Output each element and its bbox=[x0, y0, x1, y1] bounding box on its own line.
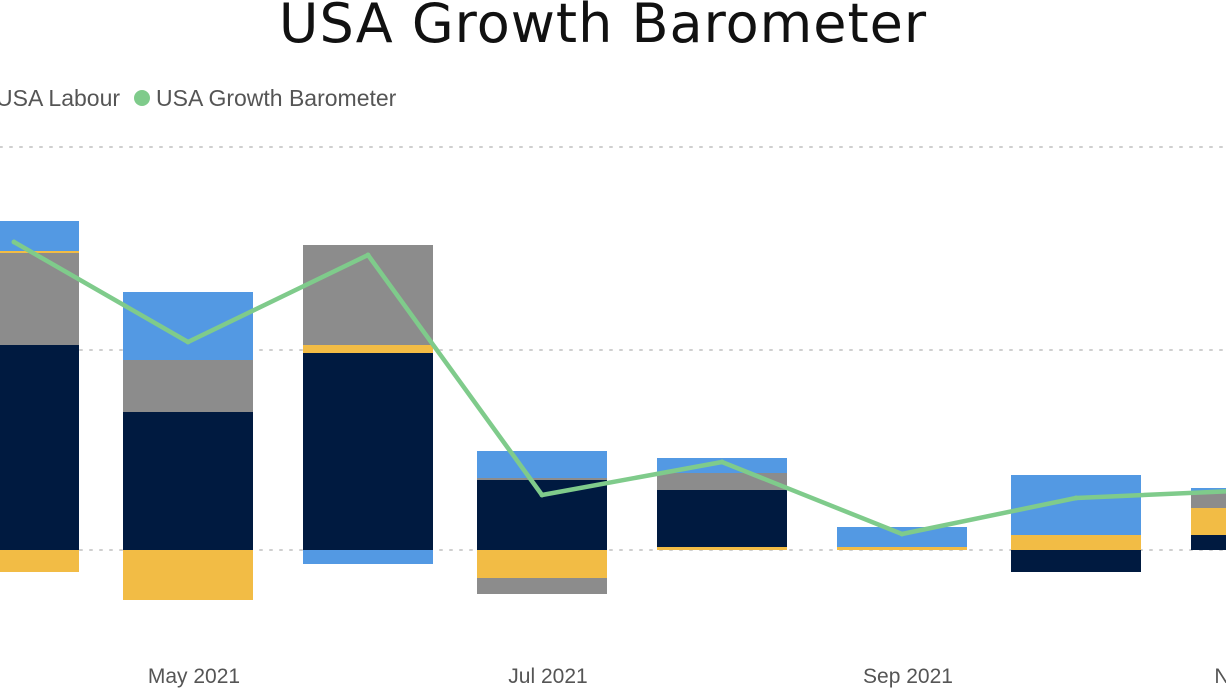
bar-segment-blue[interactable] bbox=[477, 451, 607, 478]
bar-segment-blue[interactable] bbox=[1011, 475, 1141, 535]
legend-marker-growth-barometer bbox=[134, 90, 151, 106]
bar-stack[interactable] bbox=[0, 221, 79, 572]
bar-segment-yellow[interactable] bbox=[303, 345, 433, 353]
bar-segment-yellow[interactable] bbox=[477, 550, 607, 578]
bar-segment-navy[interactable] bbox=[657, 490, 787, 547]
bar-segment-yellow[interactable] bbox=[837, 547, 967, 550]
line-point[interactable] bbox=[719, 459, 725, 465]
bar-segment-yellow[interactable] bbox=[0, 550, 79, 572]
bar-segment-yellow[interactable] bbox=[1191, 508, 1226, 535]
legend: USA Labour USA Growth Barometer bbox=[0, 84, 410, 112]
x-axis-ticks: May 2021 Jul 2021 Sep 2021 N bbox=[148, 665, 1226, 688]
bar-segment-navy[interactable] bbox=[1191, 535, 1226, 550]
bar-segment-blue[interactable] bbox=[837, 527, 967, 547]
bar-segment-navy[interactable] bbox=[123, 412, 253, 550]
bar-segment-gray[interactable] bbox=[123, 360, 253, 412]
legend-label-labour: USA Labour bbox=[0, 84, 121, 111]
bar-stack[interactable] bbox=[303, 245, 433, 564]
chart-title: USA Growth Barometer bbox=[278, 0, 928, 55]
bar-segment-gray[interactable] bbox=[303, 245, 433, 345]
legend-label-growth-barometer: USA Growth Barometer bbox=[156, 84, 397, 111]
bar-stack[interactable] bbox=[837, 527, 967, 550]
bar-segment-gray[interactable] bbox=[477, 578, 607, 594]
bar-segment-navy[interactable] bbox=[1011, 550, 1141, 572]
bar-stack[interactable] bbox=[123, 292, 253, 600]
growth-barometer-line[interactable] bbox=[12, 240, 1226, 537]
bar-segment-blue[interactable] bbox=[303, 550, 433, 564]
bar-stack[interactable] bbox=[477, 451, 607, 594]
bar-segment-yellow[interactable] bbox=[0, 251, 79, 253]
x-tick-label: N bbox=[1214, 665, 1226, 688]
x-tick-label: Sep 2021 bbox=[863, 665, 953, 688]
line-point[interactable] bbox=[899, 531, 905, 537]
line-point[interactable] bbox=[185, 339, 191, 345]
line-point[interactable] bbox=[365, 252, 371, 258]
bar-segment-gray[interactable] bbox=[477, 478, 607, 480]
bar-segment-navy[interactable] bbox=[303, 353, 433, 550]
bar-stack[interactable] bbox=[1011, 475, 1141, 572]
bar-segment-gray[interactable] bbox=[0, 253, 79, 345]
bar-segment-blue[interactable] bbox=[123, 292, 253, 360]
x-tick-label: Jul 2021 bbox=[508, 665, 587, 688]
bar-segment-yellow[interactable] bbox=[123, 550, 253, 600]
x-tick-label: May 2021 bbox=[148, 665, 240, 688]
line-point[interactable] bbox=[1073, 495, 1079, 501]
bar-segment-navy[interactable] bbox=[0, 345, 79, 550]
bar-stack[interactable] bbox=[657, 458, 787, 550]
bar-stacks bbox=[0, 221, 1226, 600]
legend-item-growth-barometer[interactable]: USA Growth Barometer bbox=[134, 85, 396, 112]
bar-segment-yellow[interactable] bbox=[1011, 535, 1141, 550]
bar-segment-gray[interactable] bbox=[1191, 493, 1226, 508]
bar-stack[interactable] bbox=[1191, 488, 1226, 550]
line-point[interactable] bbox=[539, 492, 545, 498]
bar-segment-yellow[interactable] bbox=[657, 547, 787, 550]
growth-barometer-line-layer bbox=[11, 239, 1226, 537]
line-point[interactable] bbox=[11, 239, 17, 245]
legend-item-labour[interactable]: USA Labour bbox=[0, 85, 120, 112]
bar-segment-blue[interactable] bbox=[0, 221, 79, 251]
bar-segment-navy[interactable] bbox=[477, 480, 607, 550]
